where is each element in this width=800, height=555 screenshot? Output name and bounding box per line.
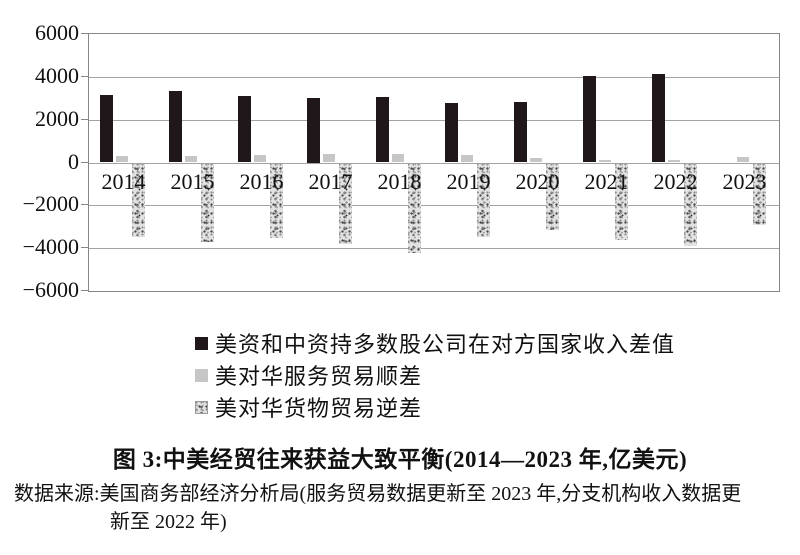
y-axis-label-6000: 6000 (35, 20, 79, 45)
y-axis-label--2000: −2000 (22, 191, 79, 217)
data-source-note: 数据来源:美国商务部经济分析局(服务贸易数据更新至 2023 年,分支机构收入数… (14, 480, 792, 536)
x-axis-label-2019: 2019 (446, 168, 491, 194)
bar-speckled-2017 (339, 163, 352, 244)
bar-speckled-2018 (408, 163, 421, 254)
bar-solid-gray-2014 (116, 156, 128, 163)
bar-solid-gray-2023 (737, 157, 749, 163)
source-line-2: 新至 2022 年) (110, 511, 227, 533)
bar-solid-gray-2019 (461, 155, 473, 163)
y-axis-label--4000: −4000 (22, 234, 79, 260)
y-axis-tick (81, 204, 88, 206)
y-axis-tick (81, 290, 88, 291)
y-axis-label--6000: −6000 (22, 277, 79, 302)
legend-item-2: 美对华货物贸易逆差 (195, 391, 675, 423)
bar-solid-gray-2017 (323, 154, 335, 163)
bar-solid-black-2014 (100, 95, 113, 163)
bar-solid-black-2019 (445, 102, 458, 163)
figure-caption: 图 3:中美经贸往来获益大致平衡(2014—2023 年,亿美元) (112, 447, 688, 472)
legend-item-1: 美对华服务贸易顺差 (195, 359, 675, 391)
gridline-0 (89, 162, 779, 164)
y-axis-tick (81, 118, 88, 120)
y-axis-label-0: 0 (68, 148, 79, 174)
bar-solid-black-2017 (307, 98, 320, 163)
plot-area: 2014 2015 2016 2017 2018 2019 2020 2021 2022 2023 (88, 33, 780, 292)
x-axis-label-2020: 2020 (515, 168, 560, 194)
x-axis-label-2021: 2021 (584, 168, 629, 194)
bar-chart: 2014 2015 2016 2017 2018 2019 2020 2021 2022 2023… (22, 20, 780, 423)
bar-solid-black-2020 (514, 101, 527, 163)
chart-legend: 美资和中资持多数股公司在对方国家收入差值 美对华服务贸易顺差 美对华货物贸易逆差 (195, 327, 675, 423)
x-axis-label-2016: 2016 (239, 168, 284, 194)
bar-speckled-2014 (132, 163, 145, 238)
bar-solid-gray-2020 (530, 158, 542, 163)
bar-speckled-2020 (546, 163, 559, 230)
y-axis-label-4000: 4000 (35, 62, 79, 88)
bar-speckled-2016 (270, 163, 283, 238)
x-axis-label-2023: 2023 (722, 168, 767, 194)
legend-marker-speckled (195, 400, 208, 414)
bar-solid-black-2016 (238, 96, 251, 163)
legend-label-1: 美对华服务贸易顺差 (215, 364, 423, 389)
bar-solid-gray-2015 (185, 155, 197, 163)
bar-solid-gray-2021 (599, 159, 611, 163)
source-line-1: 数据来源:美国商务部经济分析局(服务贸易数据更新至 2023 年,分支机构收入数… (14, 483, 742, 505)
gridline--4000 (89, 248, 779, 250)
gridline-2000 (89, 119, 779, 121)
bar-speckled-2023 (753, 163, 766, 225)
x-axis-label-2022: 2022 (653, 168, 698, 194)
gridline-4000 (89, 76, 779, 78)
bar-speckled-2021 (615, 163, 628, 240)
legend-item-0: 美资和中资持多数股公司在对方国家收入差值 (195, 327, 675, 359)
y-axis-tick (81, 247, 88, 249)
bar-solid-gray-2018 (392, 154, 404, 163)
gridline--2000 (89, 205, 779, 207)
x-axis-label-2018: 2018 (377, 168, 422, 194)
legend-marker-solid-black (195, 336, 208, 350)
bar-speckled-2022 (684, 163, 697, 246)
bar-speckled-2015 (201, 163, 214, 243)
x-axis-label-2017: 2017 (308, 168, 353, 194)
x-axis-label-2015: 2015 (170, 168, 215, 194)
legend-label-2: 美对华货物贸易逆差 (215, 396, 423, 421)
x-axis-label-2014: 2014 (101, 168, 146, 194)
legend-marker-solid-gray (195, 368, 208, 382)
legend-label-0: 美资和中资持多数股公司在对方国家收入差值 (215, 332, 676, 357)
y-axis-tick (81, 161, 88, 163)
bar-speckled-2019 (477, 163, 490, 238)
y-axis-tick (81, 75, 88, 77)
bar-solid-gray-2016 (254, 154, 266, 163)
bar-solid-black-2022 (652, 74, 665, 163)
y-axis-tick (81, 33, 88, 34)
bar-solid-black-2018 (376, 96, 389, 163)
y-axis-label-2000: 2000 (35, 105, 79, 131)
bar-solid-black-2015 (169, 91, 182, 163)
bar-solid-black-2021 (583, 75, 596, 163)
bar-solid-gray-2022 (668, 160, 680, 163)
